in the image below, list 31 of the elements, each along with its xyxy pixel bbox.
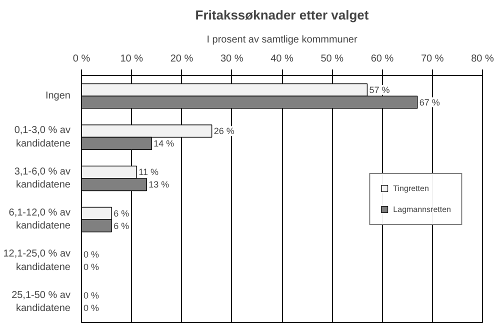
data-label: 0 % [84,303,100,314]
chart-title: Fritakssøknader etter valget [195,8,370,22]
x-tick-label: 80 % [471,54,494,64]
data-label: 67 % [419,97,440,108]
data-label: 6 % [114,208,130,218]
x-tick-label: 20 % [170,54,194,64]
x-tick-label: 0 % [72,54,90,64]
chart-subtitle: I prosent av samtlige kommmuner [206,34,358,46]
y-tick-label: 3,1-6,0 % av kandidatene [14,166,71,191]
data-label: 57 % [369,84,390,95]
data-label: 14 % [154,138,174,148]
y-tick-label: Ingen [45,90,71,102]
data-label: 0 % [84,250,100,260]
data-label: 6 % [114,220,130,231]
x-tick-label: 60 % [370,54,394,64]
data-label: 26 % [214,126,234,136]
legend-label: Lagmannsretten [393,204,451,214]
legend-label: Tingretten [393,184,429,192]
y-tick-label: 0,1-3,0 % av kandidatene [14,125,71,150]
data-label: 0 % [84,290,100,301]
data-label: 11 % [138,167,158,178]
x-tick-label: 50 % [320,54,344,64]
x-tick-label: 40 % [270,54,294,64]
data-label: 13 % [148,180,170,190]
data-label: 0 % [84,262,100,272]
x-tick-label: 30 % [220,54,244,64]
x-tick-label: 10 % [120,54,144,64]
y-tick-label: 25,1-50 % av kandidatene [12,290,71,314]
x-tick-label: 70 % [420,54,444,64]
y-tick-label: 12,1-25,0 % av kandidatene [3,248,71,273]
y-tick-label: 6,1-12,0 % av kandidatene [8,207,71,232]
